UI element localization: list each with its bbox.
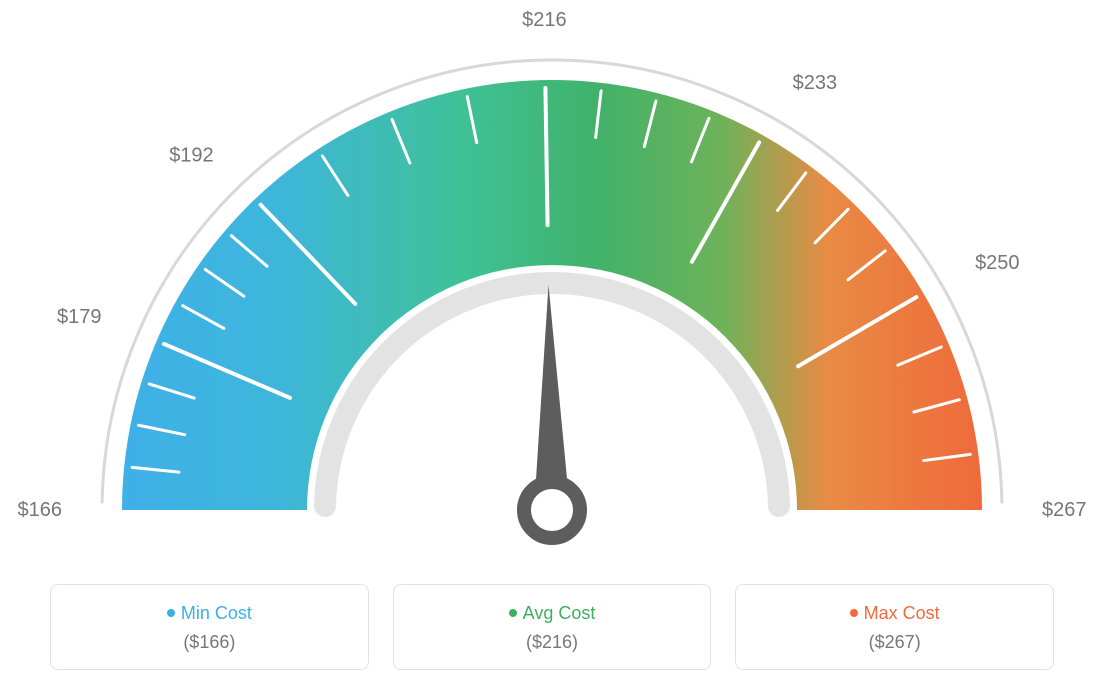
max-cost-value: ($267) bbox=[736, 632, 1053, 653]
min-cost-label: Min Cost bbox=[51, 603, 368, 624]
min-cost-label-text: Min Cost bbox=[181, 603, 252, 623]
gauge-tick-label: $233 bbox=[793, 72, 838, 94]
cost-gauge: $166 $179 $192 $216 $233 $250 $267 bbox=[0, 0, 1104, 560]
gauge-svg: $166 $179 $192 $216 $233 $250 $267 bbox=[0, 0, 1104, 560]
max-cost-label-text: Max Cost bbox=[864, 603, 940, 623]
gauge-tick-label: $267 bbox=[1042, 499, 1087, 521]
gauge-tick-label: $179 bbox=[57, 306, 102, 328]
min-dot-icon bbox=[167, 609, 175, 617]
gauge-needle-hub bbox=[524, 482, 580, 538]
cost-cards-row: Min Cost ($166) Avg Cost ($216) Max Cost… bbox=[50, 584, 1054, 670]
max-cost-label: Max Cost bbox=[736, 603, 1053, 624]
avg-cost-label-text: Avg Cost bbox=[523, 603, 596, 623]
min-cost-card: Min Cost ($166) bbox=[50, 584, 369, 670]
max-cost-card: Max Cost ($267) bbox=[735, 584, 1054, 670]
avg-dot-icon bbox=[509, 609, 517, 617]
gauge-tick-label: $216 bbox=[522, 9, 567, 31]
max-dot-icon bbox=[850, 609, 858, 617]
avg-cost-label: Avg Cost bbox=[394, 603, 711, 624]
min-cost-value: ($166) bbox=[51, 632, 368, 653]
avg-cost-card: Avg Cost ($216) bbox=[393, 584, 712, 670]
gauge-tick-label: $166 bbox=[18, 499, 63, 521]
gauge-tick-label: $250 bbox=[975, 252, 1020, 274]
gauge-tick-label: $192 bbox=[169, 145, 214, 167]
avg-cost-value: ($216) bbox=[394, 632, 711, 653]
